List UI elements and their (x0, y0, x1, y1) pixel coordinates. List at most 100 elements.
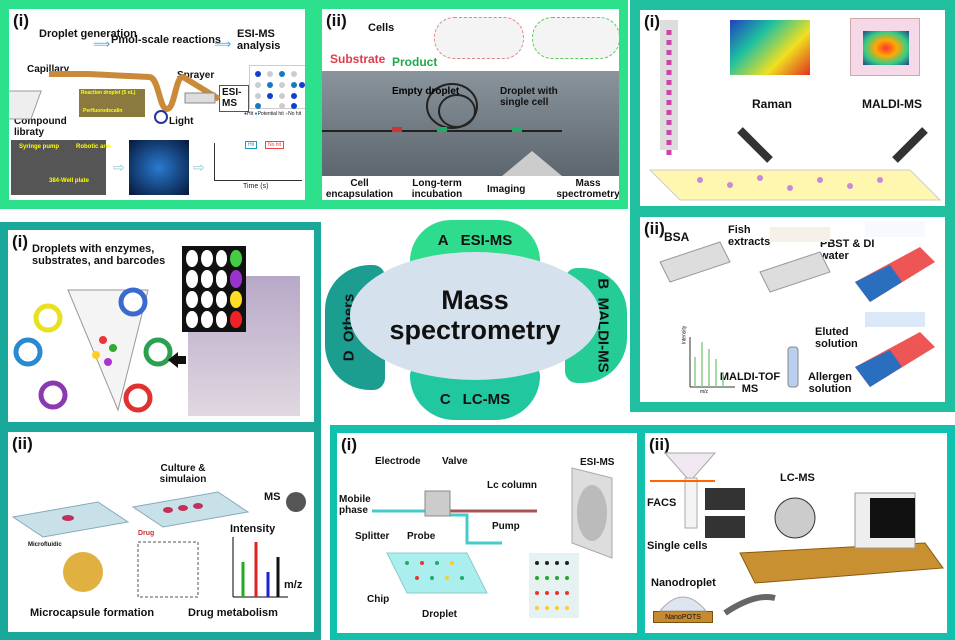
esi-ms-label: ESI-MS (580, 457, 615, 468)
grid-legend: ●Hit ●Potential hit ●No hit (244, 111, 302, 117)
x-axis-label: m/z (700, 389, 709, 395)
culture-label: Culture & simulaion (159, 463, 207, 485)
petal-letter: A (437, 231, 449, 249)
panel-b-ii: (ii) BSA Fish extracts PBST & DI water E… (640, 217, 945, 402)
arrow-icon: ⟹ (214, 37, 232, 51)
allergen-workflow-illustration (659, 222, 935, 388)
petal-label: LC-MS (462, 390, 511, 408)
arrow-icon: ⟹ (93, 37, 111, 51)
panel-d: (i) Droplets with enzymes, substrates, a… (0, 222, 321, 640)
step-label: Pmol-scale reactions (111, 34, 222, 46)
spot-slide-illustration (648, 20, 942, 201)
lc-ms-label: LC-MS (780, 472, 815, 484)
ms-label: MS (264, 491, 281, 503)
chart-x-axis-label: Time (s) (243, 183, 269, 190)
empty-droplet-label: Empty droplet (392, 86, 460, 97)
esi-ms-label: ESI-MS (219, 85, 249, 112)
panel-c-i: (i) Electrode Valve ESI-MS Mobile phase … (337, 433, 637, 633)
capillary-label: Capillary (27, 64, 70, 75)
petal-letter: C (439, 390, 451, 408)
step-label: Droplet generation (39, 28, 137, 40)
splitter-label: Splitter (355, 531, 390, 542)
bsa-label: BSA (664, 230, 690, 244)
hit-grid (249, 65, 305, 109)
substrate-label: Substrate (330, 52, 386, 66)
panel-tag: (ii) (12, 434, 33, 453)
panel-d-ii: (ii) Culture & simulaion MS Intensity m/… (8, 432, 314, 632)
microcapsule-illustration (11, 491, 306, 598)
lc-system-illustration (372, 467, 613, 618)
nanodroplet-label: Nanodroplet (651, 577, 716, 589)
droplets-title: Droplets with enzymes, substrates, and b… (32, 243, 166, 267)
single-cells-label: Single cells (647, 540, 708, 552)
droplet-label: Droplet (422, 609, 457, 620)
panel-tag: (i) (644, 12, 661, 31)
panel-tag: (i) (12, 232, 29, 251)
microfluidic-label: Microfluidic (28, 542, 62, 548)
empty-droplet-inset (434, 17, 524, 59)
panel-tag: (ii) (326, 11, 347, 30)
panel-a-i: (i) Droplet generation ⟹ Pmol-scale reac… (0, 0, 314, 209)
reaction-droplet-image: Reaction droplet (5 nL) Perfluorodecalin (79, 89, 145, 117)
droplet-channel-illustration (9, 71, 221, 124)
center-title-line1: Mass (441, 285, 509, 316)
petal-letter: B (594, 278, 612, 290)
arrow-icon: ⇨ (113, 159, 125, 175)
probe-label: Probe (407, 531, 436, 542)
chip-photo (182, 246, 300, 416)
step-label: Imaging (487, 184, 526, 195)
cell-droplet-inset (532, 17, 619, 59)
intensity-label: Intensity (230, 523, 276, 535)
raman-label: Raman (752, 97, 793, 111)
step-label: ESI-MS analysis (237, 28, 281, 52)
lc-column-label: Lc column (487, 480, 538, 491)
cells-label: Cells (368, 22, 395, 34)
panel-a-ii: (ii) Cells Substrate Product Empty dropl… (313, 0, 628, 209)
panel-tag: (i) (341, 435, 358, 454)
barcoded-droplets-illustration (13, 287, 186, 413)
panel-c-ii: (ii) FACS LC-MS Single cells Nanodroplet… (645, 433, 947, 633)
panel-c: (i) Electrode Valve ESI-MS Mobile phase … (330, 425, 955, 640)
product-label: Product (392, 55, 438, 69)
pump-label: Pump (492, 521, 520, 532)
mobile-phase-label: Mobile phase (339, 494, 371, 516)
pbst-label: PBST & DI water (820, 238, 875, 262)
chip-label: Chip (367, 594, 390, 605)
compound-library-label: Compound libraty (14, 116, 67, 138)
electrode-label: Electrode (375, 456, 421, 467)
panel-tag: (i) (13, 11, 30, 30)
caption-microcapsule: Microcapsule formation (30, 607, 155, 619)
panel-b-i: (i) Raman MALDI-MS (640, 10, 945, 206)
raman-map (730, 20, 810, 75)
maldi-map (850, 18, 920, 76)
droplet-array (182, 246, 246, 332)
eluted-solution-label: Eluted solution (815, 326, 858, 350)
ms-trace-chart: Hit No hit Time (s) (214, 141, 302, 190)
step-label: Long-term incubation (411, 178, 463, 200)
step-label: Mass spectrometry (556, 178, 619, 200)
center-mass-spectrometry: Mass spectrometry (350, 252, 600, 380)
fish-extracts-label: Fish extracts (728, 224, 771, 248)
sprayer-label: Sprayer (177, 70, 215, 81)
petal-label: ESI-MS (460, 231, 513, 249)
allergen-solution-label: Allergen solution (807, 371, 852, 395)
panel-tag: (ii) (649, 435, 670, 454)
panel-d-i: (i) Droplets with enzymes, substrates, a… (8, 230, 314, 422)
facs-label: FACS (647, 497, 677, 509)
panel-tag: (ii) (644, 219, 665, 238)
maldi-tof-label: MALDI-TOF MS (719, 371, 781, 395)
petal-letter: D (340, 350, 358, 362)
device-render (322, 71, 619, 176)
single-cell-droplet-label: Droplet with single cell (500, 86, 558, 108)
maldi-ms-label: MALDI-MS (862, 97, 922, 111)
valve-label: Valve (442, 456, 468, 467)
caption-drug-metabolism: Drug metabolism (188, 607, 278, 619)
nanopots-illustration (650, 452, 944, 616)
step-label: Cell encapsulation (325, 178, 394, 200)
mz-label: m/z (284, 579, 303, 591)
arrow-icon: ⇨ (193, 159, 205, 175)
setup-photo: Syringe pump Robotic arm 384-Well plate (11, 140, 111, 195)
drug-label: Drug (138, 530, 155, 537)
light-label: Light (169, 116, 194, 127)
panel-b: (i) Raman MALDI-MS (ii) BSA Fish extract… (630, 0, 955, 412)
